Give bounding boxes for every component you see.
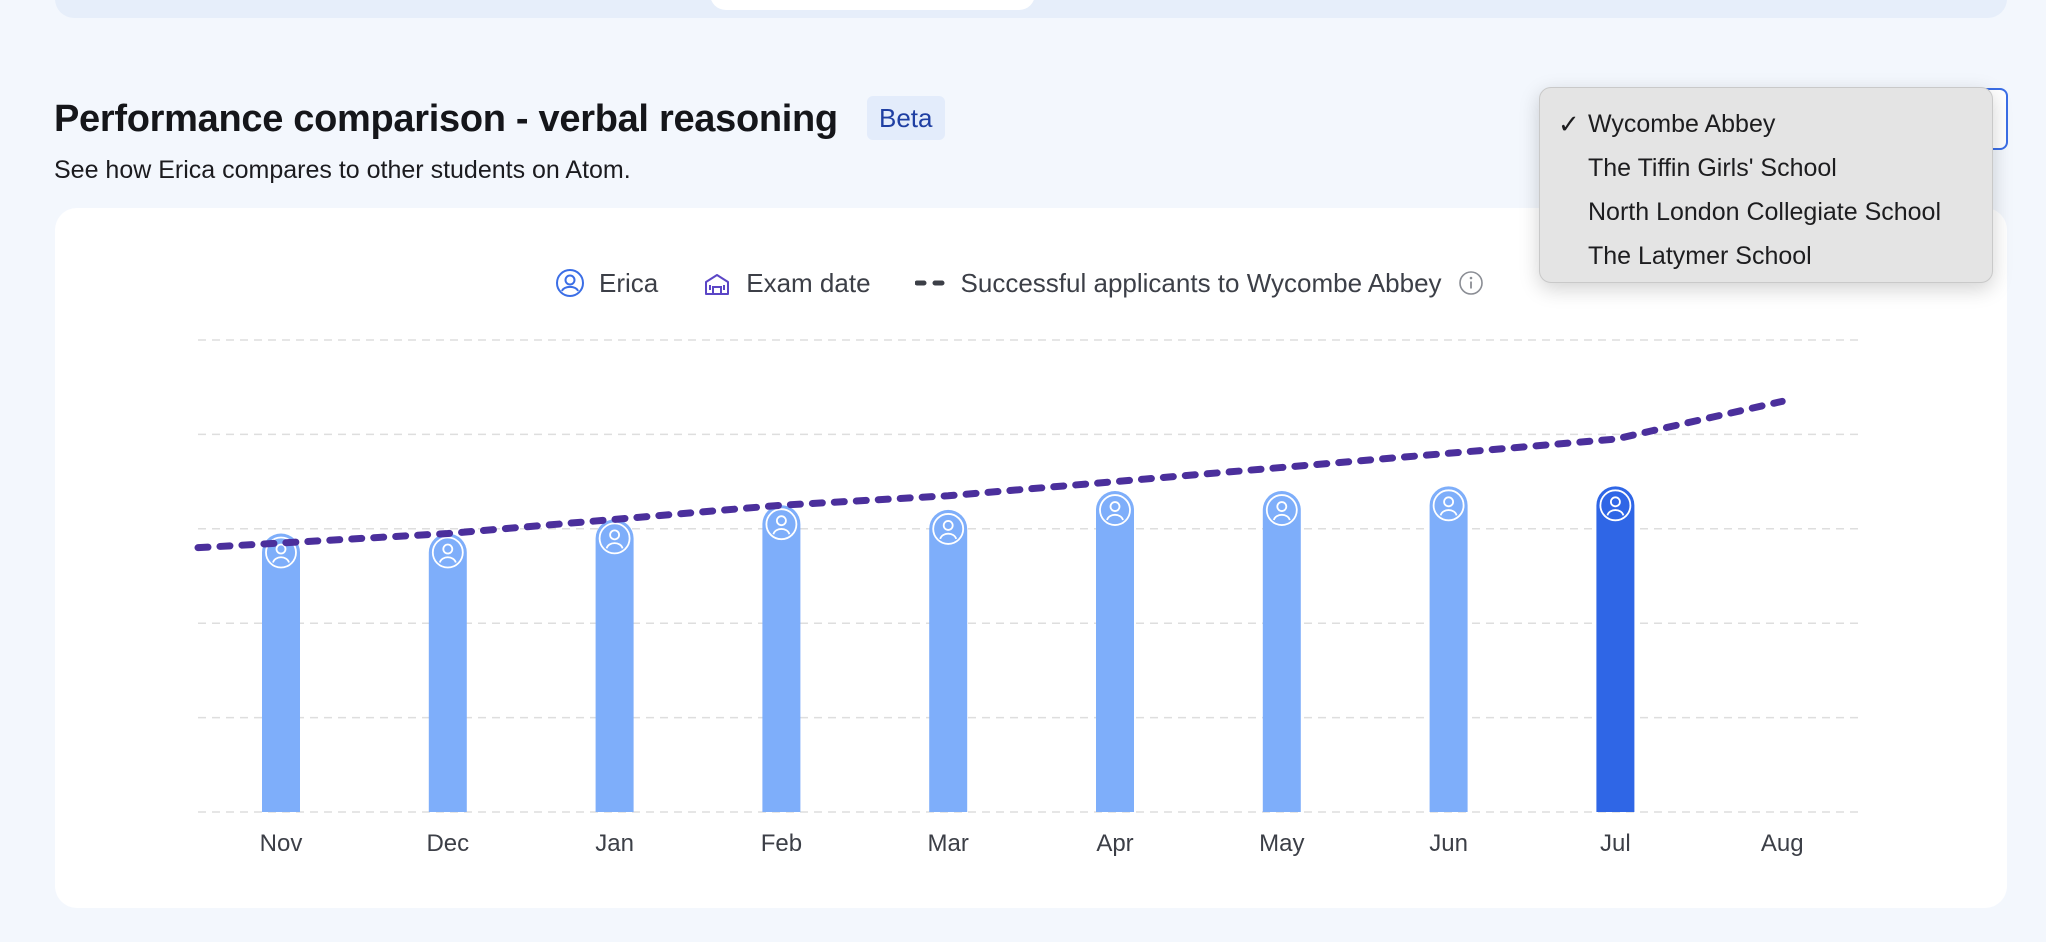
bar-avatar-icon: [1432, 489, 1465, 522]
bar-avatar-icon: [1599, 489, 1632, 522]
x-tick-label: Feb: [761, 830, 802, 857]
active-tab-pill[interactable]: [710, 0, 1035, 10]
x-tick-label: Aug: [1761, 830, 1804, 857]
x-tick-label: Nov: [260, 830, 303, 857]
x-tick-label: Jul: [1600, 830, 1631, 857]
bar-jun: [1429, 486, 1468, 812]
option-label: The Tiffin Girls' School: [1588, 154, 1837, 182]
beta-badge: Beta: [867, 96, 945, 140]
page-subtitle: See how Erica compares to other students…: [54, 156, 631, 184]
legend-item-student: Erica: [555, 268, 658, 299]
bar-avatar-icon: [765, 508, 798, 541]
x-tick-label: May: [1259, 830, 1304, 857]
x-tick-label: Dec: [426, 830, 469, 857]
dashed-line-icon: [914, 280, 947, 286]
bar-avatar-icon: [1099, 494, 1131, 526]
bar-jan: [595, 519, 634, 812]
chart-card: [55, 208, 2007, 908]
legend-label-student: Erica: [599, 267, 659, 298]
option-label: The Latymer School: [1588, 242, 1812, 270]
dropdown-option-latymer[interactable]: The Latymer School: [1540, 234, 1992, 278]
bar-avatar-icon: [598, 522, 631, 555]
legend-label-applicants: Successful applicants to Wycombe Abbey: [960, 267, 1442, 298]
bar-mar: [929, 509, 968, 812]
bar-avatar-icon: [932, 513, 965, 545]
checkmark-icon: ✓: [1558, 109, 1580, 139]
bar-dec: [428, 533, 467, 812]
bar-feb: [762, 505, 801, 812]
bar-apr: [1096, 491, 1134, 812]
dropdown-option-north-london-collegiate[interactable]: North London Collegiate School: [1540, 190, 1992, 234]
school-building-icon: [705, 274, 730, 295]
dropdown-option-wycombe-abbey[interactable]: ✓ Wycombe Abbey: [1540, 102, 1992, 146]
x-tick-label: Apr: [1096, 830, 1133, 857]
top-tab-strip: [55, 0, 2007, 18]
bar-avatar-icon: [1265, 494, 1298, 526]
bar-nov: [262, 533, 300, 812]
option-label: Wycombe Abbey: [1588, 110, 1776, 138]
bar-avatar-icon: [431, 536, 464, 569]
legend-item-applicants: Successful applicants to Wycombe Abbey: [914, 267, 1498, 299]
school-dropdown-menu: ✓ Wycombe Abbey The Tiffin Girls' School…: [1539, 87, 1993, 283]
bar-jul: [1596, 486, 1635, 812]
x-tick-label: Mar: [928, 830, 969, 857]
trend-line-applicants: [194, 397, 1786, 552]
legend-item-exam-date: Exam date: [702, 267, 871, 299]
x-tick-label: Jun: [1429, 830, 1468, 857]
page-title: Performance comparison - verbal reasonin…: [54, 98, 838, 140]
x-tick-label: Jan: [595, 830, 634, 857]
info-icon[interactable]: [1458, 270, 1484, 296]
legend-label-exam-date: Exam date: [746, 267, 871, 298]
dropdown-option-tiffin-girls[interactable]: The Tiffin Girls' School: [1540, 146, 1992, 190]
option-label: North London Collegiate School: [1588, 198, 1942, 226]
user-circle-icon: [556, 269, 584, 297]
chart-legend: Erica Exam date Successful applicants to…: [555, 266, 1542, 300]
bar-may: [1262, 491, 1301, 812]
